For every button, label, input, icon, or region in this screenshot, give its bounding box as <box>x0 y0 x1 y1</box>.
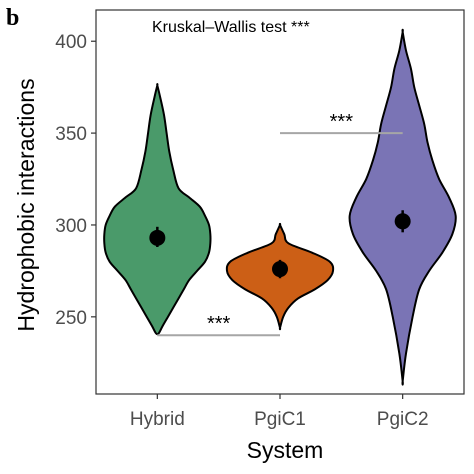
mean-point-pgic1 <box>272 261 288 278</box>
y-tick-label-350: 350 <box>55 124 87 145</box>
x-axis: Hybrid PgiC1 PgiC2 <box>130 394 429 430</box>
violin-pgic2 <box>348 28 457 386</box>
violin-hybrid <box>103 82 212 336</box>
mean-point-hybrid <box>149 229 166 246</box>
x-tick-label-hybrid: Hybrid <box>130 409 185 430</box>
y-axis: 250 300 350 400 <box>55 32 96 329</box>
violins-group <box>103 28 457 386</box>
x-axis-label: System <box>247 437 324 463</box>
mean-point-pgic2 <box>394 213 411 230</box>
comparison-label-pgic1-pgic2: *** <box>330 111 354 133</box>
y-tick-label-250: 250 <box>55 308 87 329</box>
comparison-brackets: *** *** <box>157 111 403 337</box>
kruskal-wallis-annotation: Kruskal–Wallis test *** <box>152 19 310 36</box>
panel-label: b <box>6 5 19 31</box>
x-tick-label-pgic2: PgiC2 <box>377 409 429 430</box>
y-tick-label-400: 400 <box>55 32 87 53</box>
x-tick-label-pgic1: PgiC1 <box>254 409 306 430</box>
comparison-label-hybrid-pgic1: *** <box>207 313 231 335</box>
y-axis-label: Hydrophobic interactions <box>13 78 39 331</box>
y-tick-label-300: 300 <box>55 216 87 237</box>
